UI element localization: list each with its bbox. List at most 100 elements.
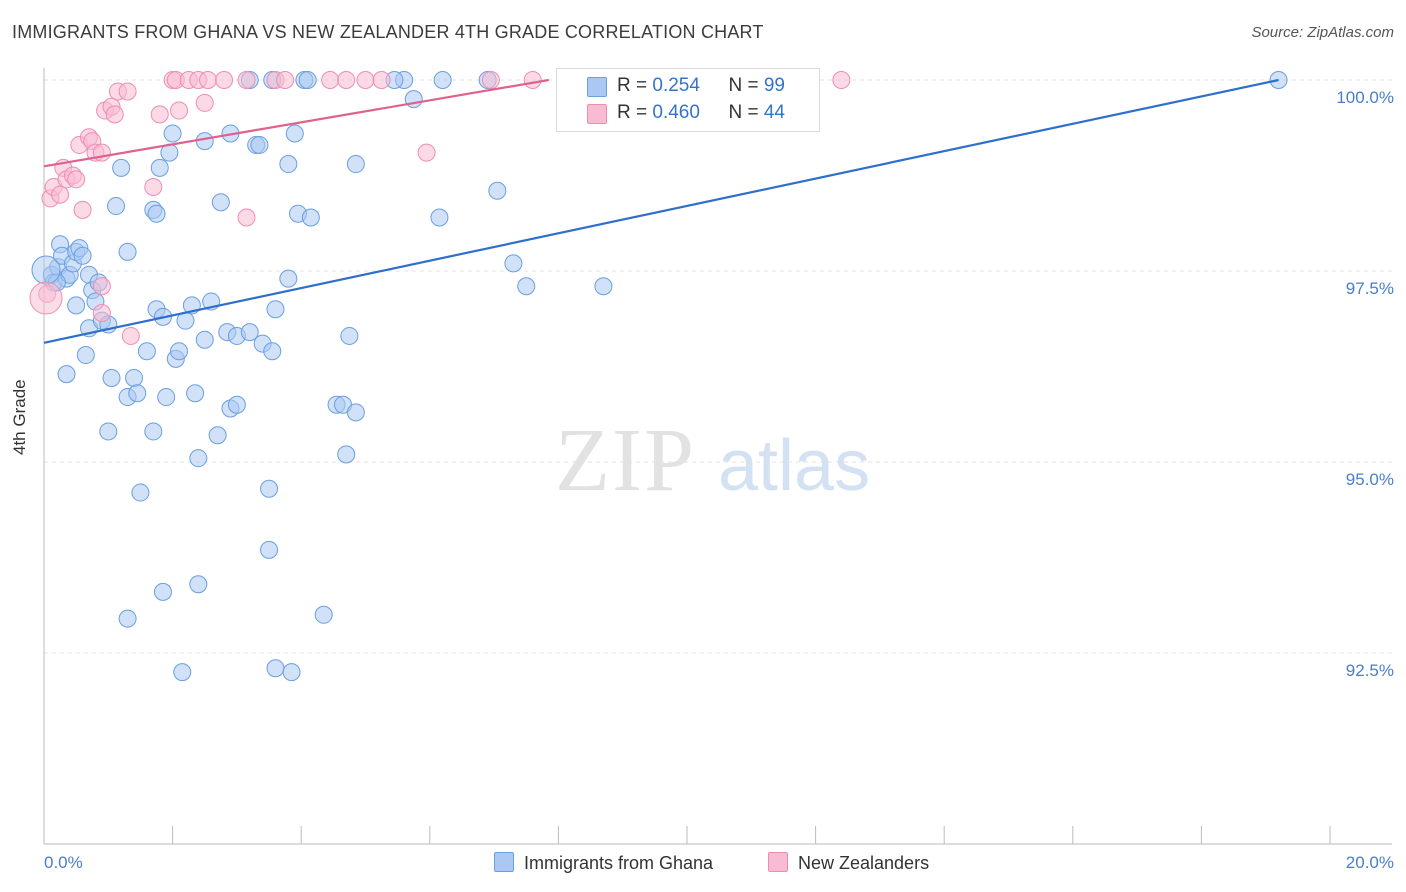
ghana-point — [285, 124, 304, 143]
y-tick-label: 92.5% — [1345, 661, 1394, 680]
ghana-point — [504, 254, 523, 273]
ghana-point — [211, 193, 230, 212]
ghana-point — [128, 384, 147, 403]
ghana-point — [195, 132, 214, 151]
ghana-point — [260, 540, 279, 559]
nz-trend-line — [43, 78, 549, 168]
ghana-point — [488, 181, 507, 200]
nz-point — [73, 200, 92, 219]
ghana-point — [301, 208, 320, 227]
nz-point — [92, 277, 111, 296]
ghana-point — [76, 346, 95, 365]
legend-item-ghana[interactable]: Immigrants from Ghana — [494, 852, 713, 874]
nz-point — [321, 71, 340, 89]
data-points — [29, 71, 1288, 682]
watermark-zip: ZIP — [555, 411, 696, 510]
ghana-point — [433, 71, 452, 89]
ghana-point-cluster — [31, 255, 61, 285]
nz-point — [170, 101, 189, 120]
ghana-point — [279, 269, 298, 288]
ghana-point — [73, 246, 92, 265]
ghana-point — [186, 384, 205, 403]
stats-legend: R = 0.254 N = 99 R = 0.460 N = 44 — [556, 68, 820, 132]
ghana-point — [282, 663, 301, 682]
ghana-point — [163, 124, 182, 143]
ghana-point — [266, 300, 285, 319]
ghana-point — [67, 296, 86, 315]
ghana-point — [153, 582, 172, 601]
axes — [43, 68, 1392, 845]
ghana-point — [99, 422, 118, 441]
gridlines — [44, 79, 1392, 654]
ghana-point — [102, 368, 121, 387]
x-tick-label-min: 0.0% — [44, 853, 83, 872]
ghana-point — [189, 449, 208, 468]
ghana-point — [250, 135, 269, 154]
ghana-point — [150, 158, 169, 177]
ghana-point — [279, 155, 298, 174]
nz-point — [92, 304, 111, 323]
x-tick-label-max: 20.0% — [1345, 853, 1394, 872]
ghana-point — [263, 342, 282, 361]
nz-point — [105, 105, 124, 124]
ghana-point — [118, 609, 137, 628]
ghana-point — [144, 422, 163, 441]
ghana-point — [240, 323, 259, 342]
ghana-point — [57, 365, 76, 384]
ghana-point — [346, 403, 365, 422]
ghana-point — [260, 479, 279, 498]
ghana-point — [430, 208, 449, 227]
watermark-atlas: atlas — [718, 426, 870, 506]
ghana-point — [195, 330, 214, 349]
ghana-point — [346, 155, 365, 174]
legend-label-ghana: Immigrants from Ghana — [524, 853, 714, 873]
ghana-point — [118, 242, 137, 261]
nz-point — [150, 105, 169, 124]
ghana-point — [337, 445, 356, 464]
ghana-point — [340, 326, 359, 345]
legend-row-ghana: R = 0.254 N = 99 — [617, 75, 785, 96]
y-tick-label: 100.0% — [1336, 88, 1394, 107]
nz-point — [215, 71, 234, 89]
ghana-point — [147, 204, 166, 223]
nz-point — [372, 71, 391, 89]
ghana-trend-line — [43, 78, 1279, 344]
nz-point — [832, 71, 851, 89]
nz-point — [337, 71, 356, 89]
legend-item-nz[interactable]: New Zealanders — [768, 852, 929, 874]
nz-point — [523, 71, 542, 89]
nz-point — [118, 82, 137, 101]
nz-point — [417, 143, 436, 162]
trend-lines — [43, 78, 1279, 344]
nz-point — [198, 71, 217, 89]
chart-source: Source: ZipAtlas.com — [1251, 24, 1394, 41]
ghana-point — [131, 483, 150, 502]
ghana-point — [227, 395, 246, 414]
ghana-point — [208, 426, 227, 445]
ghana-point — [189, 575, 208, 594]
legend-swatch-ghana — [587, 77, 607, 97]
nz-point-cluster — [29, 281, 63, 315]
ghana-point — [173, 663, 192, 682]
nz-point — [51, 185, 70, 204]
nz-point — [276, 71, 295, 89]
ghana-point — [298, 71, 317, 89]
nz-point — [237, 71, 256, 89]
legend-swatch-ghana — [494, 852, 514, 872]
nz-point — [356, 71, 375, 89]
chart-title: IMMIGRANTS FROM GHANA VS NEW ZEALANDER 4… — [12, 22, 764, 42]
ghana-point — [157, 388, 176, 407]
nz-point — [144, 177, 163, 196]
legend-swatch-nz — [768, 852, 788, 872]
ghana-point — [594, 277, 613, 296]
nz-point — [67, 170, 86, 189]
y-tick-label: 95.0% — [1345, 470, 1394, 489]
nz-point — [195, 93, 214, 112]
legend-swatch-nz — [587, 104, 607, 124]
ghana-point — [517, 277, 536, 296]
ghana-point — [170, 342, 189, 361]
ghana-point — [137, 342, 156, 361]
ghana-point — [266, 659, 285, 678]
nz-point — [237, 208, 256, 227]
